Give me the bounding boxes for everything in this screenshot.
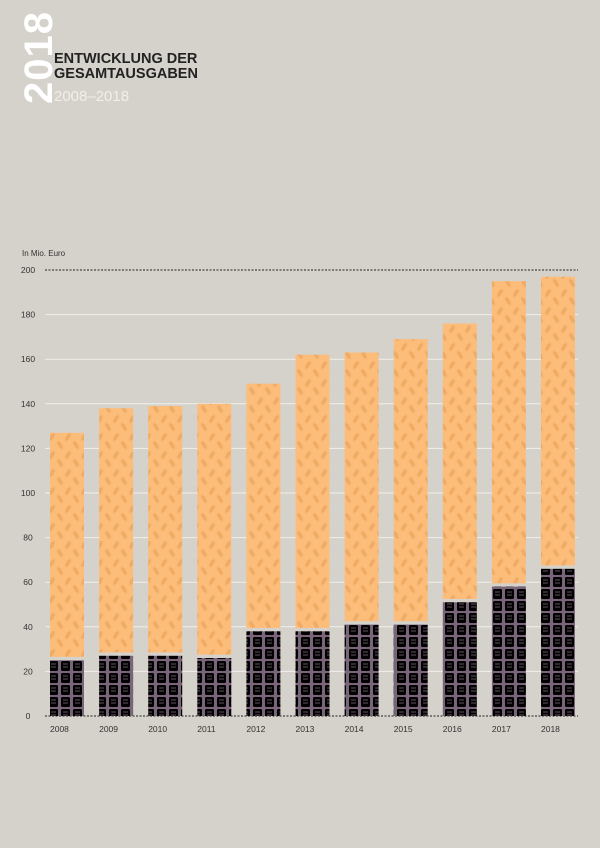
y-tick-label: 180 [21,310,35,320]
bar-lower-2015 [393,624,428,716]
x-tick-label: 2014 [345,724,364,734]
chart-subtitle: 2008–2018 [54,88,130,105]
x-tick-label: 2016 [443,724,462,734]
y-tick-label: 140 [21,399,35,409]
bar-lower-2017 [491,586,526,716]
bar-lower-2009 [99,655,134,716]
bar-lower-2014 [344,624,379,716]
y-tick-label: 200 [21,265,35,275]
bar-upper-2018 [541,276,575,566]
x-tick-label: 2013 [296,724,315,734]
bar-upper-2017 [491,281,526,584]
x-tick-label: 2017 [492,724,511,734]
bar-lower-2016 [442,602,477,716]
x-tick-label: 2012 [246,724,265,734]
bar-upper-2009 [99,408,134,653]
y-tick-label: 160 [21,354,35,364]
x-tick-label: 2015 [394,724,413,734]
x-tick-label: 2010 [148,724,167,734]
title-line-2: GESAMTAUSGABEN [54,66,198,82]
y-tick-label: 0 [26,711,31,721]
bar-upper-2013 [295,354,330,628]
y-tick-label: 80 [23,533,33,543]
bar-upper-2016 [442,323,477,599]
x-tick-label: 2008 [50,724,69,734]
bar-upper-2010 [148,406,183,653]
bar-lower-2008 [50,660,84,716]
chart-title: ENTWICKLUNG DER GESAMTAUSGABEN [54,52,198,82]
x-tick-label: 2011 [197,724,216,734]
bar-lower-2013 [295,631,330,716]
bar-lower-2012 [246,631,281,716]
y-tick-label: 60 [23,577,33,587]
bar-upper-2012 [246,383,281,628]
x-tick-label: 2009 [99,724,118,734]
bar-lower-2018 [541,568,575,716]
title-line-1: ENTWICKLUNG DER [54,51,198,67]
y-tick-label: 100 [21,488,35,498]
bar-lower-2011 [197,658,232,716]
y-tick-label: 20 [23,666,33,676]
bar-upper-2011 [197,403,232,655]
y-tick-label: 40 [23,622,33,632]
y-tick-label: 120 [21,443,35,453]
bar-upper-2015 [393,339,428,622]
x-tick-label: 2018 [541,724,560,734]
y-axis-label: In Mio. Euro [22,249,66,258]
bar-upper-2008 [50,432,84,657]
bar-lower-2010 [148,655,183,716]
bar-upper-2014 [344,352,379,622]
